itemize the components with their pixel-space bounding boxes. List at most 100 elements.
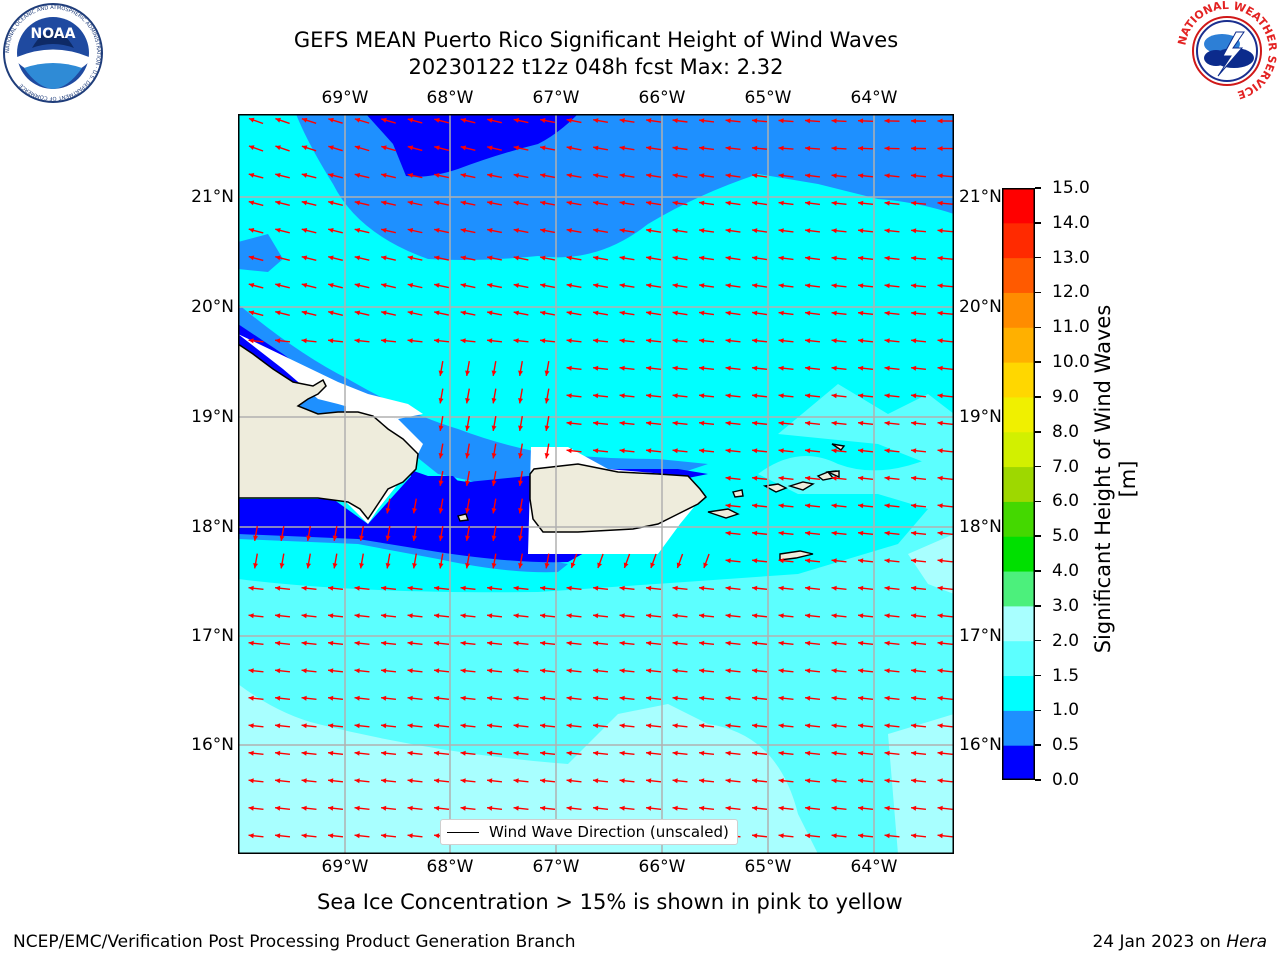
wave-arrow	[645, 585, 662, 591]
wave-arrow	[592, 585, 609, 591]
wave-arrow	[884, 420, 900, 426]
wave-arrow	[645, 283, 662, 289]
wave-arrow	[619, 723, 635, 729]
wave-arrow	[725, 173, 741, 179]
wave-arrow	[751, 200, 768, 206]
colorbar	[1002, 188, 1035, 781]
wave-arrow	[566, 448, 582, 454]
wave-arrow	[884, 640, 900, 646]
wave-arrow	[513, 750, 529, 756]
wave-arrow	[248, 833, 264, 839]
land-island	[779, 550, 814, 561]
wave-arrow	[698, 393, 715, 399]
wave-arrow	[937, 310, 953, 316]
wave-arrow	[645, 613, 662, 619]
wave-arrow	[937, 118, 953, 124]
wave-arrow	[540, 173, 555, 179]
wave-arrow	[645, 448, 662, 454]
wave-arrow	[540, 228, 555, 234]
wave-arrow	[937, 613, 953, 619]
wave-arrow	[274, 750, 291, 756]
colorbar-swatch	[1003, 431, 1034, 468]
wave-arrow	[698, 173, 715, 179]
lon-label-bottom: 64°W	[850, 857, 898, 877]
wave-arrow	[937, 668, 953, 674]
wave-arrow	[248, 723, 264, 729]
wave-arrow	[274, 723, 291, 729]
lon-label-bottom: 66°W	[638, 857, 686, 877]
wave-arrow	[804, 750, 821, 756]
wave-arrow	[831, 558, 847, 564]
wave-arrow	[778, 448, 794, 454]
wave-height-map	[238, 114, 954, 854]
wave-arrow	[491, 470, 497, 487]
colorbar-swatch	[1003, 605, 1034, 642]
wave-arrow	[539, 338, 556, 344]
wave-arrow	[937, 805, 953, 811]
wave-arrow	[857, 200, 874, 206]
wave-arrow	[327, 723, 344, 729]
wave-arrow	[937, 475, 953, 481]
wave-arrow	[566, 668, 582, 674]
wave-arrow	[703, 553, 710, 569]
wave-arrow	[592, 365, 609, 371]
wave-arrow	[566, 723, 582, 729]
wave-arrow	[831, 750, 847, 756]
wave-arrow	[328, 172, 343, 179]
wave-arrow	[910, 778, 927, 784]
wave-arrow	[725, 420, 741, 426]
wave-arrow	[751, 695, 768, 701]
wave-arrow	[513, 778, 529, 784]
wave-arrow	[513, 200, 529, 206]
wave-arrow	[751, 310, 768, 316]
chart-title-line1: GEFS MEAN Puerto Rico Significant Height…	[293, 28, 899, 52]
wave-arrow	[465, 388, 471, 404]
wave-arrow	[301, 338, 317, 344]
wave-arrow	[910, 145, 927, 151]
wave-arrow	[937, 393, 953, 399]
wave-arrow	[460, 695, 476, 701]
wave-arrow	[248, 585, 264, 591]
wave-arrow	[327, 668, 344, 674]
wave-arrow	[804, 585, 821, 591]
wave-arrow	[327, 613, 344, 619]
colorbar-tick-mark	[1035, 570, 1041, 572]
wave-arrow	[857, 585, 874, 591]
wave-arrow	[434, 200, 449, 206]
wave-arrow	[672, 805, 688, 811]
wave-arrow	[539, 778, 556, 784]
wave-arrow	[937, 558, 953, 564]
wave-arrow	[518, 360, 524, 377]
wave-arrow	[486, 613, 503, 619]
wave-arrow	[248, 227, 264, 234]
wave-arrow	[275, 200, 290, 207]
wave-arrow	[248, 668, 264, 674]
wave-arrow	[804, 310, 821, 316]
wave-arrow	[698, 338, 715, 344]
wave-arrow	[354, 585, 370, 591]
wave-arrow	[831, 365, 847, 371]
wave-arrow	[513, 338, 529, 344]
wave-arrow	[910, 420, 927, 426]
wave-arrow	[725, 118, 741, 124]
colorbar-tick-mark	[1035, 396, 1041, 398]
wave-arrow	[566, 310, 582, 316]
wave-arrow	[672, 338, 688, 344]
wave-arrow	[486, 338, 503, 344]
wave-arrow	[857, 475, 874, 481]
colorbar-tick-mark	[1035, 674, 1041, 677]
wave-arrow	[433, 805, 450, 811]
wave-arrow	[407, 833, 423, 839]
wave-arrow	[831, 585, 847, 591]
map-legend: Wind Wave Direction (unscaled)	[440, 819, 738, 845]
lon-label-bottom: 65°W	[744, 857, 792, 877]
wave-arrow	[778, 833, 794, 839]
wave-arrow	[672, 228, 688, 234]
wave-arrow	[301, 613, 317, 619]
wave-arrow	[619, 145, 635, 151]
wave-arrow	[248, 310, 264, 317]
wave-arrow	[566, 118, 582, 124]
wave-arrow	[751, 778, 768, 784]
wave-arrow	[539, 668, 556, 674]
wave-arrow	[539, 805, 556, 811]
